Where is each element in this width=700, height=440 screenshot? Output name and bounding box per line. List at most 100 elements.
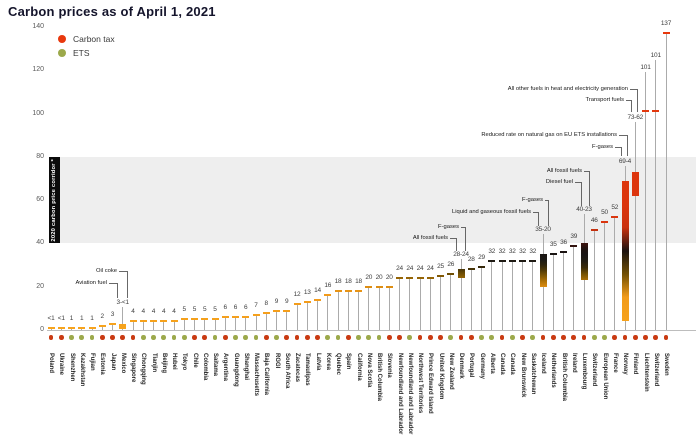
value-tick	[560, 251, 567, 254]
carbon-tax-dot-icon	[643, 335, 648, 340]
carbon-tax-dot-icon	[571, 335, 577, 340]
ets-dot-icon	[181, 335, 187, 340]
value-bar	[119, 323, 127, 329]
annotation-text: All other fuels in heat and electricity …	[507, 85, 628, 92]
country-label: Northwest Territories	[417, 353, 423, 414]
value-tick	[252, 313, 260, 316]
column-line	[511, 260, 513, 330]
value-tick	[242, 316, 250, 318]
country-label: British Columbia	[376, 353, 382, 402]
value-label: 32	[488, 247, 496, 255]
country-label: Newfoundland and Labrador	[396, 353, 403, 435]
column-line	[429, 278, 431, 330]
country-label: Shenzhen	[68, 353, 75, 382]
annotation-line	[117, 282, 118, 298]
value-tick	[498, 259, 506, 262]
column-line	[235, 317, 236, 330]
ets-dot-icon	[243, 335, 249, 340]
chart-title: Carbon prices as of April 1, 2021	[8, 4, 216, 19]
column-line	[634, 122, 636, 330]
carbon-tax-dot-icon	[294, 335, 300, 340]
carbon-tax-dot-icon	[386, 335, 392, 340]
column-line	[450, 273, 452, 330]
country-label: Norway	[622, 353, 628, 375]
annotation-line	[533, 211, 538, 213]
value-tick	[303, 300, 311, 303]
annotation-text: Oil coke	[96, 267, 117, 274]
value-tick	[191, 318, 198, 321]
country-label: Liechtenstein	[642, 353, 649, 392]
country-label: Portugal	[468, 353, 475, 378]
value-label: 24	[416, 265, 424, 273]
column-line	[71, 327, 72, 330]
value-tick	[334, 290, 342, 293]
country-label: France	[611, 353, 618, 373]
country-label: New Brunswick	[519, 353, 526, 398]
value-label: 6	[223, 304, 228, 311]
column-line	[347, 291, 349, 330]
value-bar	[457, 269, 465, 279]
value-label: 6	[244, 304, 248, 311]
value-label: 4	[172, 308, 176, 316]
value-tick	[519, 259, 526, 262]
carbon-tax-dot-icon	[110, 335, 115, 340]
value-tick	[570, 244, 578, 247]
annotation-line	[621, 146, 622, 156]
annotation-line	[631, 99, 632, 112]
column-line	[552, 254, 554, 330]
value-tick	[375, 285, 383, 288]
column-line	[296, 304, 298, 330]
value-label: 35	[549, 241, 557, 249]
y-axis-tick-label: 40	[36, 239, 44, 247]
value-bar	[621, 180, 629, 322]
ets-dot-icon	[407, 335, 413, 340]
country-label: Alberta	[488, 353, 495, 374]
value-tick	[437, 274, 444, 277]
value-label: 137	[660, 20, 672, 28]
value-label: 1	[90, 314, 94, 322]
annotation-line	[450, 237, 456, 239]
value-label: 24	[406, 265, 414, 273]
country-label: Ireland	[570, 353, 577, 373]
value-label: 6	[233, 304, 238, 311]
value-tick	[262, 311, 270, 314]
country-label: New Zealand	[447, 353, 454, 390]
value-tick	[478, 266, 485, 269]
carbon-tax-dot-icon	[540, 335, 546, 340]
y-axis-tick-label: 60	[36, 196, 44, 204]
value-bar	[631, 172, 639, 196]
value-tick	[662, 32, 670, 35]
value-label: 9	[274, 297, 279, 305]
value-label: 5	[203, 306, 207, 314]
country-label: Fujian	[89, 353, 95, 371]
value-label: 8	[264, 299, 269, 307]
value-tick	[150, 320, 157, 323]
column-line	[440, 275, 441, 330]
ets-dot-icon	[356, 335, 361, 340]
value-tick	[160, 320, 168, 323]
ets-dot-icon	[161, 335, 167, 340]
carbon-tax-dot-icon	[397, 335, 402, 340]
value-label: 5	[192, 306, 197, 314]
country-label: Slovenia	[386, 353, 393, 378]
annotation-line	[630, 88, 637, 90]
value-tick	[652, 110, 660, 113]
country-label: Iceland	[540, 353, 546, 374]
annotation-text: Reduced rate on natural gas on EU ETS in…	[481, 131, 617, 138]
annotation-text: All fossil fuels	[546, 167, 582, 174]
carbon-tax-dot-icon	[438, 335, 443, 340]
value-bar	[539, 254, 547, 287]
column-line	[481, 267, 482, 330]
country-label: Switzerland	[591, 353, 598, 387]
carbon-tax-dot-icon	[612, 335, 618, 340]
value-tick	[611, 216, 619, 219]
value-label: 20	[385, 273, 393, 281]
value-tick	[232, 316, 239, 318]
annotation-line	[119, 270, 127, 272]
country-label: Guangdong	[232, 353, 239, 387]
annotation-line	[545, 199, 548, 201]
value-label: 18	[334, 278, 342, 286]
annotation-line	[538, 211, 539, 226]
column-line	[112, 323, 113, 330]
